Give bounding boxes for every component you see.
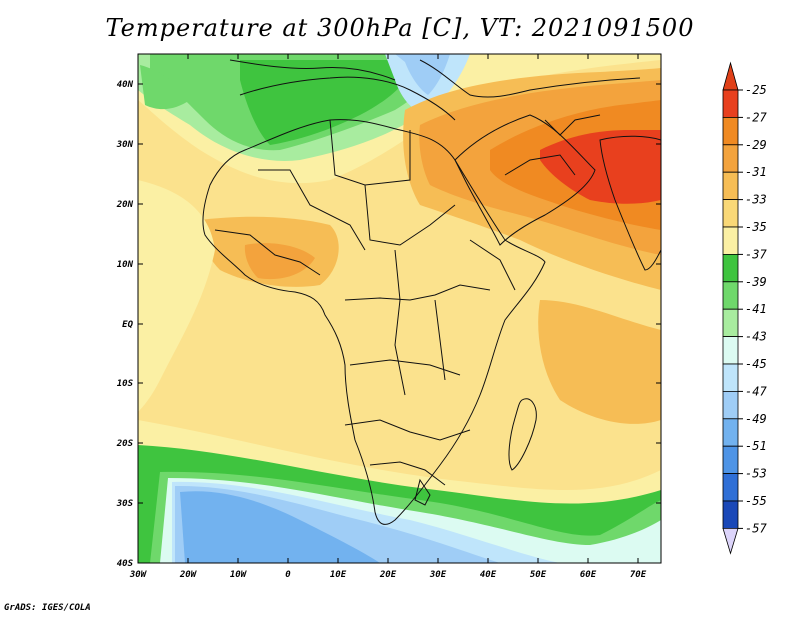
lon-tick-label: 30E: [429, 570, 447, 580]
footer-credit: GrADS: IGES/COLA: [4, 603, 91, 613]
colorbar-label: -57: [745, 521, 767, 535]
colorbar: -25 -27 -29 -31 -33 -35 -37 -39 -41 -43 -45 -47 -49 -…: [723, 63, 767, 553]
temperature-field: [138, 54, 661, 563]
colorbar-label: -45: [745, 357, 767, 371]
colorbar-label: -43: [745, 330, 767, 344]
colorbar-swatch: [723, 117, 738, 144]
colorbar-label: -25: [745, 83, 767, 97]
colorbar-swatch: [723, 172, 738, 199]
colorbar-label: -31: [745, 165, 767, 179]
colorbar-label: -33: [745, 193, 767, 207]
lat-tick-label: 10N: [117, 260, 134, 270]
lat-tick-label: EQ: [122, 320, 133, 330]
lon-tick-label: 40E: [480, 570, 497, 580]
lon-tick-label: 10E: [330, 570, 347, 580]
colorbar-swatch: [723, 145, 738, 172]
colorbar-swatch: [723, 309, 738, 336]
colorbar-label: -39: [745, 275, 767, 289]
colorbar-label: -51: [745, 439, 767, 453]
lon-tick-label: 10W: [230, 570, 248, 580]
colorbar-swatch: [723, 364, 738, 391]
colorbar-swatch: [723, 337, 738, 364]
colorbar-bottom-triangle: [723, 528, 738, 553]
colorbar-label: -37: [745, 247, 767, 261]
lat-tick-label: 40S: [117, 559, 134, 569]
lat-tick-label: 10S: [117, 379, 134, 389]
lat-tick-label: 30N: [116, 140, 134, 150]
lat-tick-label: 40N: [117, 80, 134, 90]
colorbar-swatch: [723, 446, 738, 473]
colorbar-swatch: [723, 501, 738, 528]
colorbar-swatch: [723, 200, 738, 227]
colorbar-label: -47: [745, 384, 767, 398]
colorbar-label: -55: [745, 494, 767, 508]
lat-tick-label: 30S: [116, 499, 134, 509]
colorbar-label: -49: [745, 412, 767, 426]
lon-tick-label: 30W: [129, 570, 148, 580]
colorbar-swatch: [723, 282, 738, 309]
colorbar-swatch: [723, 474, 738, 501]
lat-tick-label: 20S: [116, 439, 134, 449]
lon-tick-label: 60E: [580, 570, 597, 580]
colorbar-swatch: [723, 419, 738, 446]
colorbar-top-triangle: [723, 63, 738, 90]
colorbar-swatch: [723, 227, 738, 254]
lon-tick-label: 20W: [179, 570, 198, 580]
lon-tick-label: 50E: [530, 570, 547, 580]
colorbar-label: -41: [745, 302, 767, 316]
colorbar-label: -35: [745, 220, 767, 234]
colorbar-label: -53: [745, 467, 767, 481]
colorbar-swatch: [723, 391, 738, 418]
colorbar-swatch: [723, 90, 738, 117]
colorbar-label: -29: [745, 138, 767, 152]
colorbar-label: -27: [745, 110, 767, 124]
lat-tick-label: 20N: [116, 200, 134, 210]
lon-tick-label: 0: [285, 570, 291, 580]
lon-tick-label: 70E: [630, 570, 647, 580]
colorbar-swatch: [723, 254, 738, 281]
lon-tick-label: 20E: [379, 570, 397, 580]
